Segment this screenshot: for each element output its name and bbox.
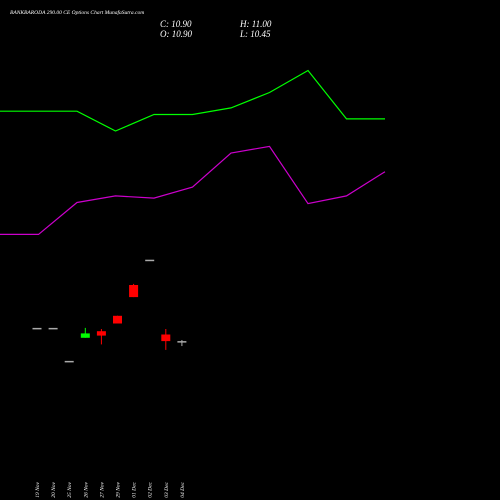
candle-body [145, 259, 155, 262]
header-low: L: 10.45 [239, 29, 271, 39]
candle-body [177, 341, 187, 343]
header-close: C: 10.90 [160, 19, 192, 29]
candle-body [48, 327, 58, 330]
header-open: O: 10.90 [160, 29, 192, 39]
x-tick-label: 26 Nov [83, 481, 89, 497]
x-tick-label: 25 Nov [67, 481, 73, 497]
candle-body [64, 360, 74, 363]
candle-body [80, 333, 90, 338]
candle-body [113, 315, 122, 324]
x-tick-label: 29 Nov [116, 481, 122, 497]
x-tick-label: 19 Nov [35, 481, 41, 497]
x-tick-label: 27 Nov [99, 481, 105, 497]
x-tick-label: 02 Dec [148, 481, 154, 497]
chart-title: BANKBARODA 290.00 CE Options Chart Munaf… [10, 9, 144, 16]
candle-body [161, 334, 171, 342]
indicator-line [0, 145, 386, 235]
x-tick-label: 03 Dec [164, 481, 170, 497]
x-tick-label: 04 Dec [179, 481, 186, 497]
indicator-line [0, 69, 385, 132]
x-tick-label: 20 Nov [51, 481, 57, 497]
candle-body [32, 327, 42, 330]
header-high: H: 11.00 [239, 19, 272, 29]
x-tick-label: 01 Dec [132, 481, 138, 497]
candle-body [129, 285, 139, 298]
candle-body [96, 331, 106, 336]
